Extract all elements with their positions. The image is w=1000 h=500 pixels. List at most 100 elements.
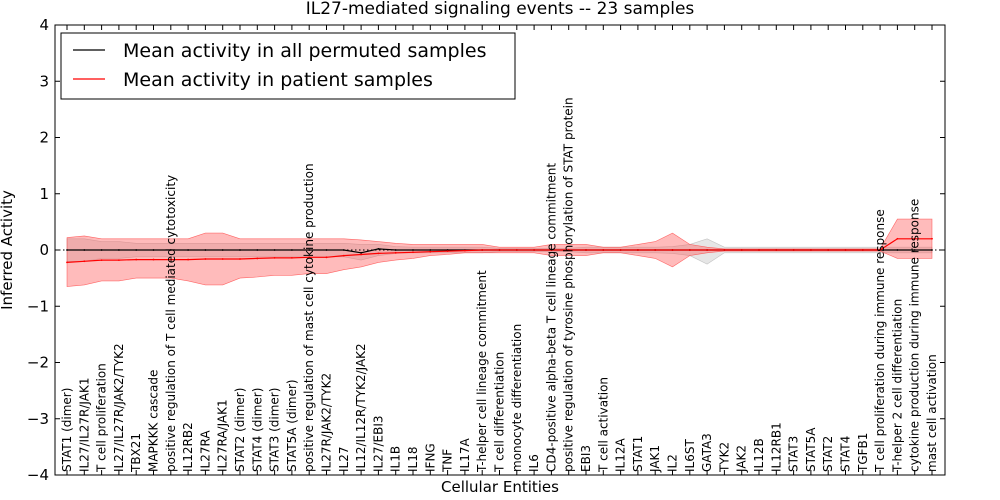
point-patient-36 xyxy=(688,249,691,251)
category-labels: STAT1 (dimer) IL27/IL27R/JAK1 T cell proli… xyxy=(60,97,939,473)
y-tick-label: 3 xyxy=(39,72,49,90)
point-patient-9 xyxy=(221,258,224,260)
point-patient-11 xyxy=(256,257,259,260)
category-label: IL12A xyxy=(614,438,628,472)
category-label: IL27/EBI3 xyxy=(371,415,385,472)
chart-title: IL27-mediated signaling events -- 23 sam… xyxy=(306,0,695,19)
category-label: IL27 xyxy=(337,447,351,473)
category-label: IL6 xyxy=(527,454,541,472)
y-tick-label: −3 xyxy=(27,410,49,428)
legend-label: Mean activity in all permuted samples xyxy=(123,40,486,62)
category-label: STAT5A (dimer) xyxy=(285,379,299,472)
category-label: TGFB1 xyxy=(856,433,870,473)
category-label: TBX21 xyxy=(129,433,143,473)
lines-layer xyxy=(55,237,945,264)
point-patient-49 xyxy=(913,237,916,240)
y-tick-label: −2 xyxy=(27,354,49,372)
category-label: STAT1 xyxy=(631,436,645,472)
point-permuted-11 xyxy=(256,249,259,251)
category-label: STAT4 (dimer) xyxy=(250,388,264,472)
point-patient-37 xyxy=(706,249,708,251)
point-permuted-49 xyxy=(913,249,916,251)
y-tick-label: 2 xyxy=(39,129,49,147)
legend-box xyxy=(60,32,516,100)
y-tick-label: 0 xyxy=(39,241,49,259)
point-patient-18 xyxy=(377,252,380,255)
point-permuted-10 xyxy=(239,249,241,251)
point-permuted-5 xyxy=(152,249,155,251)
point-permuted-1 xyxy=(83,249,86,251)
point-patient-29 xyxy=(567,249,570,251)
category-label: TNF xyxy=(441,449,455,473)
point-patient-19 xyxy=(394,251,397,254)
category-label: STAT3 (dimer) xyxy=(268,388,282,472)
category-label: STAT4 xyxy=(839,436,853,472)
point-patient-16 xyxy=(342,254,345,257)
point-permuted-13 xyxy=(291,249,293,251)
point-patient-5 xyxy=(152,258,155,261)
point-patient-48 xyxy=(896,237,899,240)
category-label: JAK2 xyxy=(735,445,749,473)
point-patient-22 xyxy=(446,250,449,253)
category-label: IL27R/JAK2/TYK2 xyxy=(320,373,334,472)
category-label: T cell proliferation xyxy=(95,363,109,473)
point-patient-1 xyxy=(83,260,86,263)
category-label: IFNG xyxy=(423,443,437,472)
point-patient-30 xyxy=(585,249,587,251)
point-patient-17 xyxy=(360,253,362,256)
category-label: STAT2 (dimer) xyxy=(233,388,247,472)
category-label: IL27/IL27R/JAK1 xyxy=(77,378,91,472)
category-label: IL12B xyxy=(752,438,766,472)
category-label: STAT3 xyxy=(787,436,801,472)
point-patient-43 xyxy=(810,249,812,251)
point-permuted-6 xyxy=(169,249,172,251)
category-label: mast cell activation xyxy=(925,354,939,472)
y-tick-label: 1 xyxy=(39,185,49,203)
category-label: IL1B xyxy=(389,446,403,472)
point-patient-28 xyxy=(550,249,553,251)
category-label: T cell differentiation xyxy=(493,352,507,473)
point-patient-8 xyxy=(204,258,207,260)
category-label: IL6ST xyxy=(683,439,697,472)
point-patient-40 xyxy=(758,249,760,251)
point-permuted-0 xyxy=(66,249,68,251)
point-patient-34 xyxy=(654,249,657,251)
point-permuted-14 xyxy=(308,249,311,251)
category-label: monocyte differentiation xyxy=(510,324,524,472)
category-label: GATA3 xyxy=(700,433,714,472)
category-label: STAT2 xyxy=(821,436,835,472)
point-permuted-48 xyxy=(896,249,899,251)
y-tick-label: −4 xyxy=(27,466,49,484)
category-label: cytokine production during immune respon… xyxy=(908,199,922,472)
category-label: MAPKKK cascade xyxy=(147,370,161,472)
point-patient-23 xyxy=(464,249,466,252)
x-axis-title: Cellular Entities xyxy=(441,478,559,496)
point-patient-4 xyxy=(135,258,138,261)
band-patient xyxy=(66,218,933,287)
point-permuted-8 xyxy=(204,249,207,251)
category-label: IL12RB1 xyxy=(769,422,783,472)
category-label: T-helper cell lineage commitment xyxy=(475,270,489,473)
point-patient-35 xyxy=(671,249,674,251)
point-permuted-7 xyxy=(187,249,190,251)
point-permuted-16 xyxy=(342,249,345,251)
point-patient-24 xyxy=(481,249,484,251)
point-patient-46 xyxy=(861,249,864,251)
category-label: positive regulation of mast cell cytokin… xyxy=(302,163,316,472)
point-patient-39 xyxy=(740,249,743,251)
point-patient-41 xyxy=(775,249,778,251)
point-patient-26 xyxy=(515,249,518,251)
legend-label: Mean activity in patient samples xyxy=(123,69,433,91)
point-patient-27 xyxy=(533,249,535,251)
category-label: IL27/IL27R/JAK2/TYK2 xyxy=(112,343,126,472)
point-patient-2 xyxy=(100,259,103,262)
category-label: CD4-positive alpha-beta T cell lineage c… xyxy=(544,163,558,472)
category-label: EBI3 xyxy=(579,445,593,472)
category-label: positive regulation of T cell mediated c… xyxy=(164,175,178,472)
point-patient-42 xyxy=(792,249,795,251)
point-permuted-12 xyxy=(273,249,276,251)
category-label: JAK1 xyxy=(648,445,662,473)
point-permuted-3 xyxy=(118,249,120,251)
bands-layer xyxy=(66,218,933,287)
